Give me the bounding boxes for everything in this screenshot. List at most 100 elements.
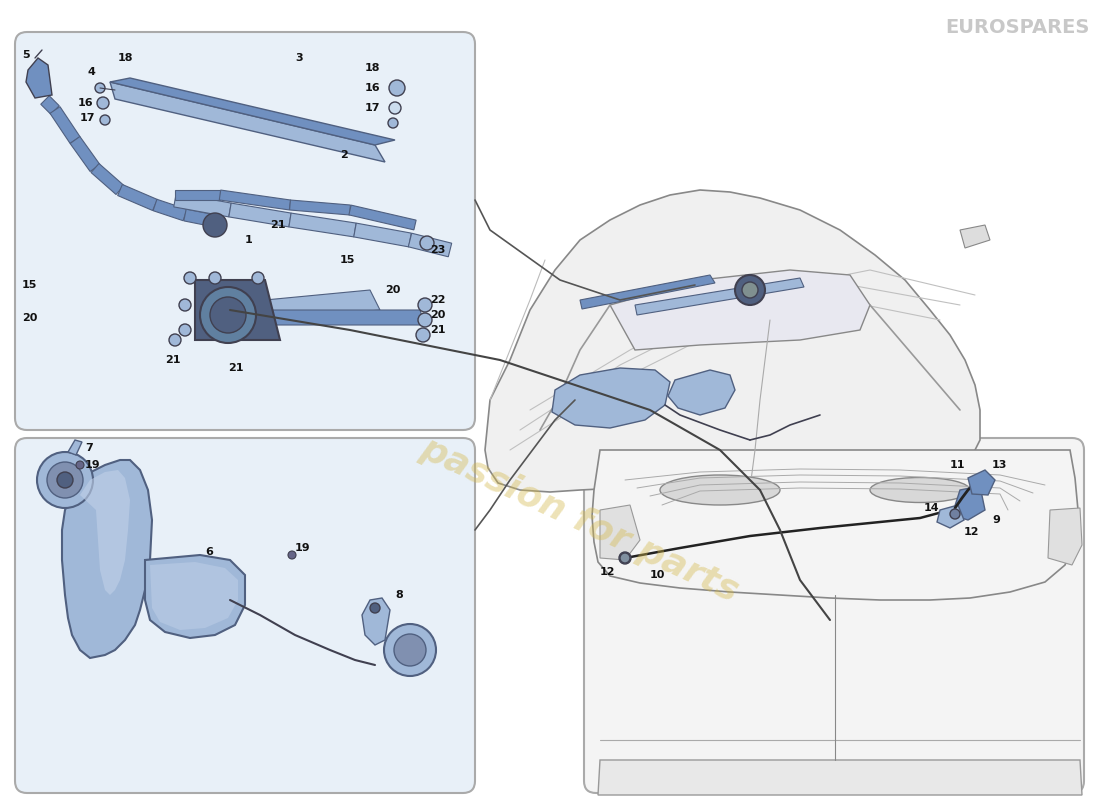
Circle shape [169,334,182,346]
Circle shape [204,213,227,237]
Text: 18: 18 [365,63,381,73]
Circle shape [76,461,84,469]
Text: 7: 7 [85,443,92,453]
Polygon shape [592,450,1078,600]
Polygon shape [70,137,100,171]
Text: 11: 11 [950,460,966,470]
Polygon shape [265,310,425,325]
Circle shape [742,282,758,298]
Polygon shape [610,270,870,350]
Text: passion for parts: passion for parts [416,431,745,609]
Text: 21: 21 [270,220,286,230]
Circle shape [735,275,764,305]
Polygon shape [600,505,640,560]
Circle shape [252,272,264,284]
Ellipse shape [660,475,780,505]
Polygon shape [219,190,290,210]
Polygon shape [668,370,735,415]
Text: 16: 16 [78,98,94,108]
Circle shape [620,553,630,563]
Polygon shape [110,82,385,162]
Circle shape [619,552,631,564]
Circle shape [184,272,196,284]
Text: 16: 16 [365,83,381,93]
Polygon shape [62,460,152,658]
Polygon shape [580,275,715,309]
Polygon shape [80,470,130,595]
Polygon shape [937,505,964,528]
Text: EUROSPARES: EUROSPARES [946,18,1090,37]
Polygon shape [362,598,390,645]
Text: 9: 9 [992,515,1000,525]
Circle shape [418,313,432,327]
Text: 17: 17 [365,103,381,113]
Circle shape [394,634,426,666]
Circle shape [384,624,436,676]
Text: 4: 4 [88,67,96,77]
Text: 8: 8 [395,590,403,600]
Text: 19: 19 [85,460,100,470]
Circle shape [200,287,256,343]
Text: 15: 15 [22,280,37,290]
Circle shape [389,102,402,114]
Text: 19: 19 [295,543,310,553]
Circle shape [100,115,110,125]
Text: 20: 20 [430,310,446,320]
Text: 18: 18 [118,53,133,63]
Polygon shape [68,440,82,455]
Polygon shape [229,203,292,227]
Text: 5: 5 [22,50,30,60]
FancyBboxPatch shape [15,32,475,430]
Circle shape [37,452,94,508]
Text: 20: 20 [385,285,400,295]
Polygon shape [598,760,1082,795]
Circle shape [370,603,379,613]
Text: 6: 6 [205,547,213,557]
Circle shape [389,80,405,96]
Polygon shape [150,562,238,630]
Polygon shape [960,225,990,248]
Text: 13: 13 [992,460,1008,470]
Polygon shape [175,190,220,200]
Polygon shape [118,185,157,210]
Text: 22: 22 [430,295,446,305]
Polygon shape [195,280,280,340]
Text: 21: 21 [430,325,446,335]
Polygon shape [174,193,231,217]
Polygon shape [289,200,351,215]
Polygon shape [485,190,980,502]
Text: 23: 23 [430,245,446,255]
Circle shape [97,97,109,109]
Polygon shape [552,368,670,428]
FancyBboxPatch shape [584,438,1084,793]
Polygon shape [110,78,395,145]
Text: 10: 10 [650,570,666,580]
FancyBboxPatch shape [15,438,475,793]
Circle shape [420,236,434,250]
Circle shape [179,324,191,336]
Circle shape [950,509,960,519]
Circle shape [57,472,73,488]
Circle shape [416,328,430,342]
Text: 3: 3 [295,53,302,63]
Polygon shape [1048,508,1082,565]
Text: 15: 15 [340,255,355,265]
Polygon shape [50,106,80,143]
Polygon shape [354,223,411,247]
Circle shape [210,297,246,333]
Polygon shape [41,96,59,114]
Text: 20: 20 [22,313,37,323]
Polygon shape [265,290,379,320]
Text: 21: 21 [228,363,243,373]
Polygon shape [26,58,52,98]
Circle shape [47,462,82,498]
Circle shape [179,299,191,311]
Ellipse shape [870,478,970,502]
Text: 14: 14 [924,503,939,513]
Text: 12: 12 [600,567,616,577]
Polygon shape [145,555,245,638]
Circle shape [209,272,221,284]
Text: 21: 21 [165,355,180,365]
Circle shape [95,83,104,93]
Polygon shape [952,486,984,520]
